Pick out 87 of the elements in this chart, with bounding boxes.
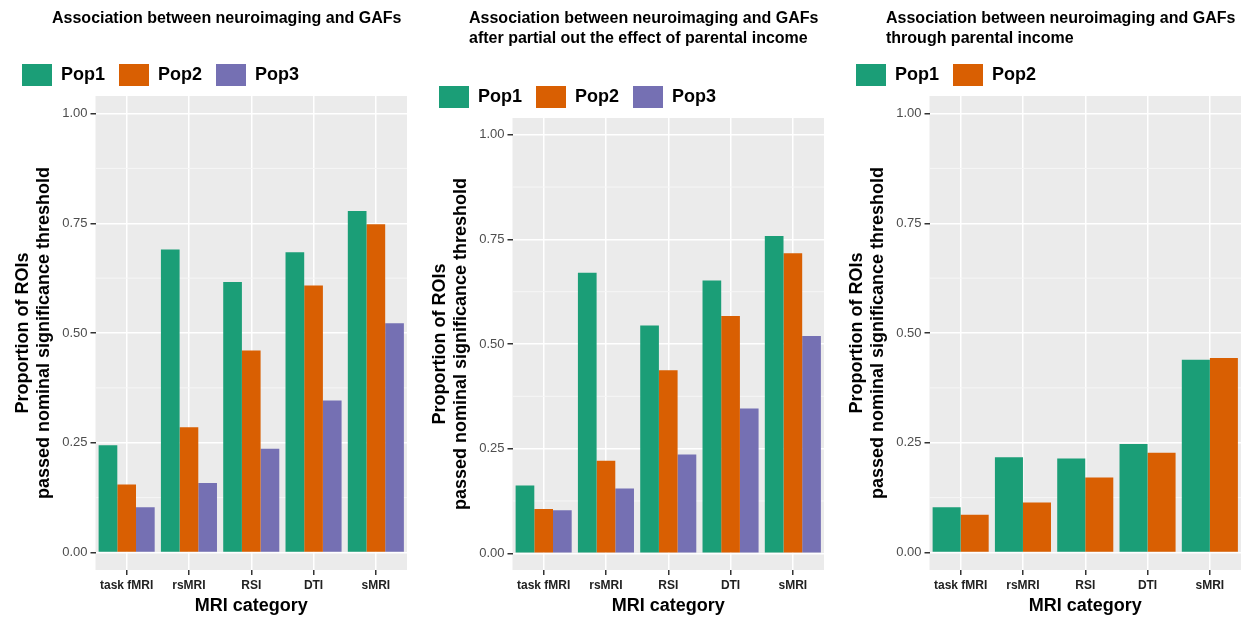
bar bbox=[117, 484, 136, 552]
y-tick-label: 1.00 bbox=[62, 105, 88, 121]
bar bbox=[553, 510, 572, 553]
x-tick-label: RSI bbox=[658, 577, 679, 592]
legend-label: Pop1 bbox=[61, 63, 106, 84]
bar bbox=[640, 325, 659, 553]
bar bbox=[385, 323, 404, 552]
chart-title: Association between neuroimaging and GAFs through parental income bbox=[886, 8, 1236, 48]
chart-title: Association between neuroimaging and GAFs bbox=[52, 8, 402, 28]
bar bbox=[223, 282, 242, 552]
x-tick-label: RSI bbox=[241, 577, 262, 592]
bar bbox=[241, 350, 261, 552]
bar bbox=[347, 210, 367, 552]
y-tick-label: 0.25 bbox=[896, 434, 922, 450]
y-tick-label: 1.00 bbox=[479, 126, 505, 142]
bar bbox=[322, 400, 342, 552]
x-tick-label: sMRI bbox=[361, 577, 391, 592]
x-axis-title: MRI category bbox=[1028, 595, 1142, 616]
x-tick-label: RSI bbox=[1075, 577, 1096, 592]
legend-label: Pop2 bbox=[992, 63, 1037, 84]
y-tick-label: 0.00 bbox=[896, 544, 922, 560]
y-tick-label: 0.75 bbox=[62, 214, 88, 230]
x-tick-label: rsMRI bbox=[589, 577, 623, 592]
y-tick-label: 0.25 bbox=[62, 434, 88, 450]
x-axis-title: MRI category bbox=[194, 595, 308, 616]
bar bbox=[960, 514, 989, 552]
bar bbox=[179, 427, 199, 552]
bar bbox=[1085, 477, 1114, 552]
legend-label: Pop2 bbox=[158, 63, 203, 84]
y-tick-label: 0.75 bbox=[896, 214, 922, 230]
y-axis-title: Proportion of ROIs passed nominal significance threshold bbox=[428, 177, 471, 511]
bar bbox=[783, 253, 803, 553]
bar bbox=[198, 483, 217, 552]
bar bbox=[1147, 452, 1176, 552]
x-tick-label: DTI bbox=[720, 577, 741, 592]
bar bbox=[702, 280, 722, 553]
bar bbox=[615, 488, 634, 553]
bar bbox=[1119, 444, 1148, 552]
y-axis-title: Proportion of ROIs passed nominal significance threshold bbox=[11, 166, 54, 500]
bar bbox=[596, 460, 616, 553]
x-tick-label: DTI bbox=[303, 577, 324, 592]
legend-label: Pop3 bbox=[672, 85, 717, 106]
y-tick-label: 0.00 bbox=[62, 544, 88, 560]
bar bbox=[98, 445, 118, 552]
bar bbox=[285, 252, 305, 552]
legend-label: Pop1 bbox=[478, 85, 523, 106]
x-tick-label: task fMRI bbox=[99, 577, 154, 592]
x-tick-label: DTI bbox=[1137, 577, 1158, 592]
x-tick-label: rsMRI bbox=[172, 577, 206, 592]
legend-label: Pop1 bbox=[895, 63, 940, 84]
bar bbox=[260, 448, 280, 552]
bar bbox=[677, 454, 697, 553]
bar bbox=[1181, 359, 1210, 552]
bar bbox=[515, 485, 535, 553]
y-tick-label: 1.00 bbox=[896, 105, 922, 121]
legend-label: Pop3 bbox=[255, 63, 300, 84]
bar bbox=[160, 249, 180, 552]
legend-label: Pop2 bbox=[575, 85, 620, 106]
bar bbox=[1057, 458, 1086, 552]
y-tick-label: 0.50 bbox=[479, 335, 505, 351]
bar bbox=[577, 272, 597, 553]
x-axis-title: MRI category bbox=[611, 595, 725, 616]
y-tick-label: 0.50 bbox=[896, 324, 922, 340]
bar bbox=[1209, 358, 1238, 552]
bar bbox=[721, 315, 740, 553]
bar bbox=[136, 507, 155, 552]
x-tick-label: sMRI bbox=[1195, 577, 1225, 592]
x-tick-label: task fMRI bbox=[516, 577, 571, 592]
x-tick-label: rsMRI bbox=[1006, 577, 1040, 592]
bar bbox=[764, 236, 784, 553]
bar bbox=[534, 508, 553, 553]
bar bbox=[932, 507, 961, 552]
bar bbox=[366, 224, 386, 552]
y-tick-label: 0.50 bbox=[62, 324, 88, 340]
x-tick-label: sMRI bbox=[778, 577, 808, 592]
bar bbox=[994, 457, 1023, 552]
y-tick-label: 0.25 bbox=[479, 440, 505, 456]
bar bbox=[1022, 502, 1051, 552]
bar bbox=[304, 285, 323, 552]
bar bbox=[802, 336, 821, 553]
x-tick-label: task fMRI bbox=[933, 577, 988, 592]
y-tick-label: 0.00 bbox=[479, 544, 505, 560]
y-tick-label: 0.75 bbox=[479, 230, 505, 246]
bar bbox=[658, 370, 678, 553]
y-axis-title: Proportion of ROIs passed nominal significance threshold bbox=[845, 166, 888, 500]
bar bbox=[739, 408, 759, 553]
chart-title: Association between neuroimaging and GAFs after partial out the effect of parental income bbox=[469, 8, 819, 48]
